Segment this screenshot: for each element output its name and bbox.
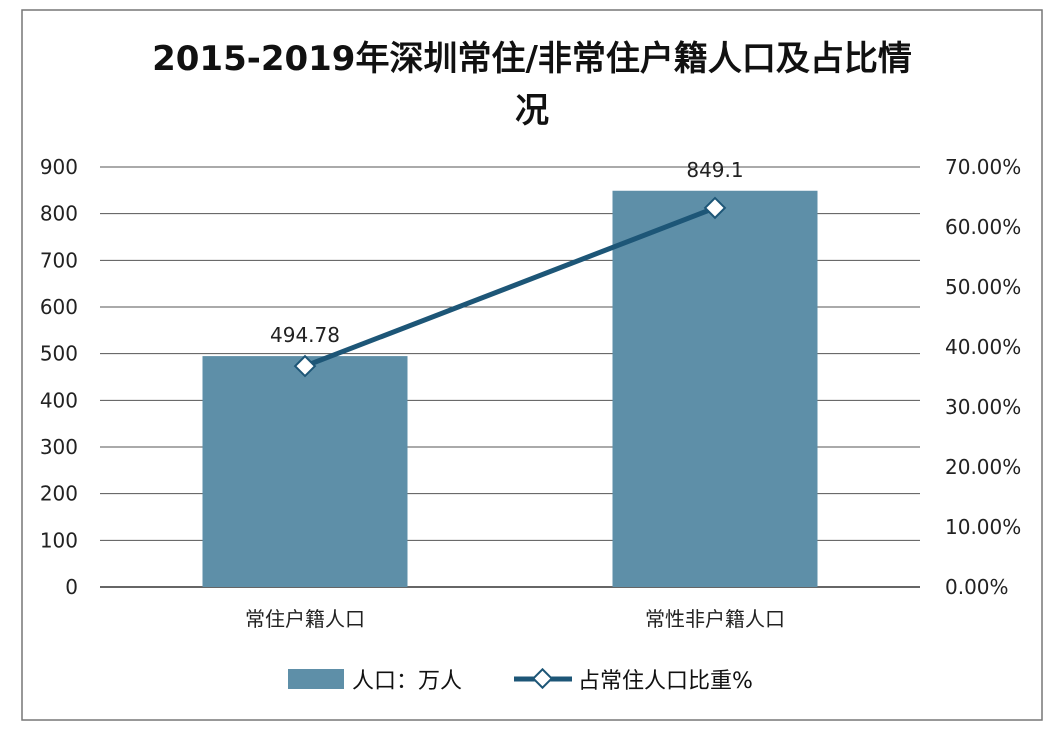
left-tick-label: 100 xyxy=(40,528,78,552)
left-tick-label: 300 xyxy=(40,435,78,459)
legend-diamond-icon xyxy=(531,667,554,690)
category-label: 常住户籍人口 xyxy=(245,607,365,631)
left-tick-label: 200 xyxy=(40,482,78,506)
chart-title-line1: 2015-2019年深圳常住/非常住户籍人口及占比情 xyxy=(152,39,912,79)
right-tick-label: 30.00% xyxy=(945,395,1021,419)
left-tick-label: 400 xyxy=(40,388,78,412)
category-label: 常性非户籍人口 xyxy=(645,607,785,631)
chart-title-line2: 况 xyxy=(515,91,549,131)
left-tick-label: 600 xyxy=(40,295,78,319)
left-tick-label: 700 xyxy=(40,248,78,272)
left-tick-label: 900 xyxy=(40,155,78,179)
left-tick-label: 500 xyxy=(40,342,78,366)
right-tick-label: 0.00% xyxy=(945,575,1009,599)
bar-data-label: 849.1 xyxy=(686,158,743,182)
chart-frame xyxy=(21,9,1043,721)
right-tick-label: 10.00% xyxy=(945,515,1021,539)
line-series xyxy=(304,205,716,369)
right-tick-label: 70.00% xyxy=(945,155,1021,179)
bar xyxy=(202,356,408,587)
legend: 人口：万人 占常住人口比重% xyxy=(288,667,753,694)
legend-bar-label: 人口：万人 xyxy=(352,669,462,694)
bar-data-label: 494.78 xyxy=(270,323,340,347)
left-tick-label: 0 xyxy=(65,575,78,599)
right-tick-label: 40.00% xyxy=(945,335,1021,359)
line-point-marker xyxy=(293,354,317,378)
bar xyxy=(612,190,818,587)
legend-line-label: 占常住人口比重% xyxy=(578,669,753,694)
right-tick-label: 50.00% xyxy=(945,275,1021,299)
right-tick-label: 60.00% xyxy=(945,215,1021,239)
line-point-marker xyxy=(703,196,727,220)
right-tick-label: 20.00% xyxy=(945,455,1021,479)
left-tick-label: 800 xyxy=(40,202,78,226)
legend-bar-swatch xyxy=(288,669,344,689)
